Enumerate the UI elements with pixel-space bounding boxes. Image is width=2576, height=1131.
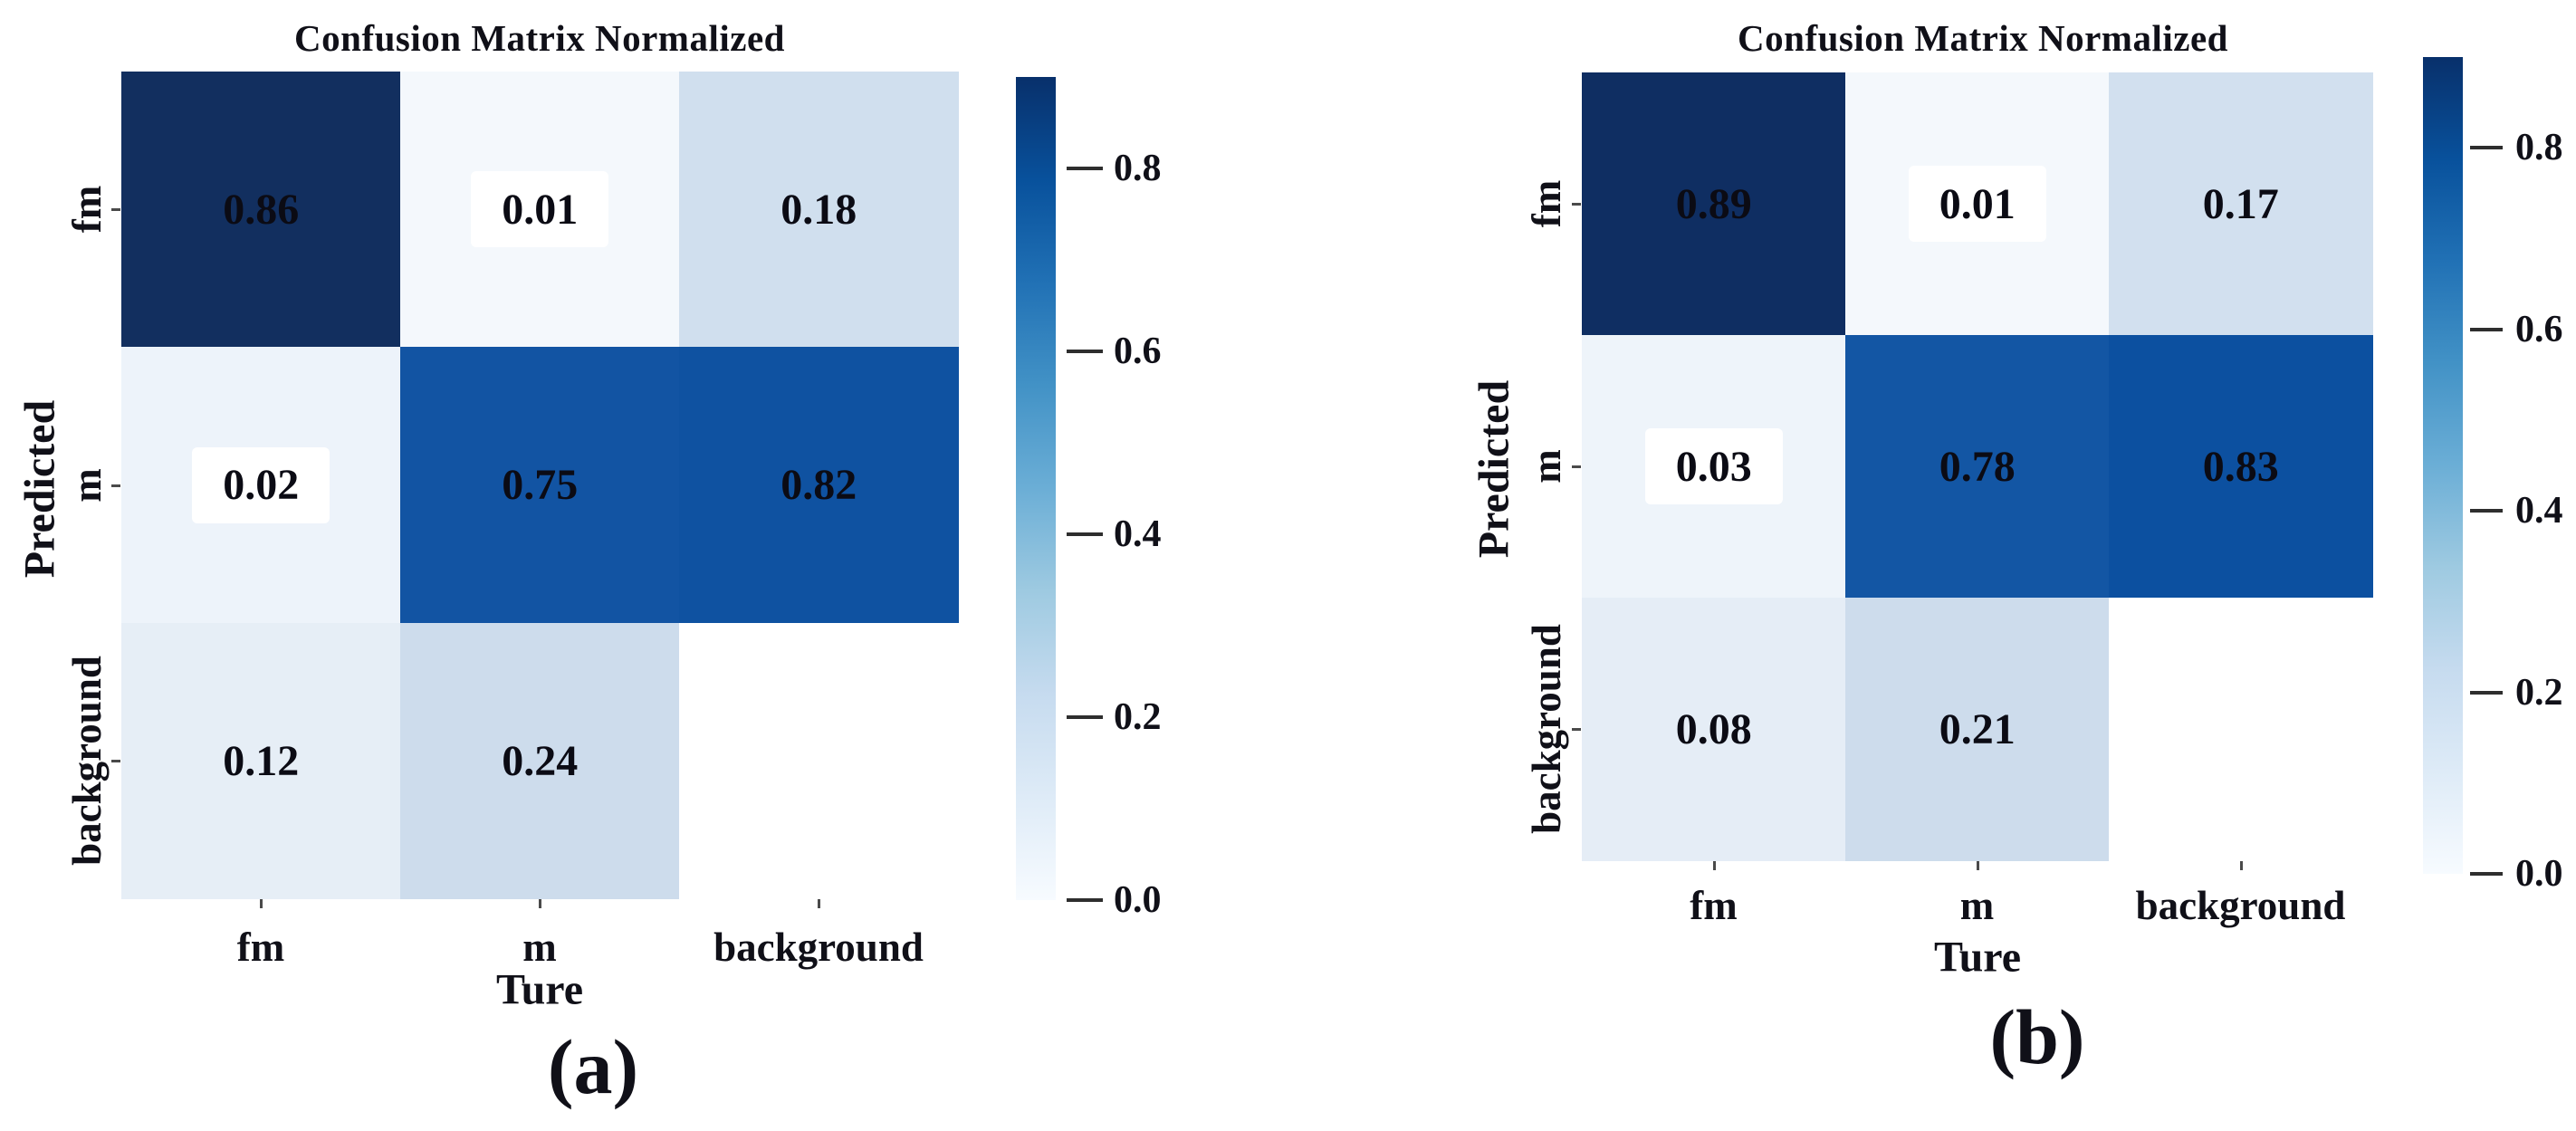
matrix-cell-m-background: 0.82 (678, 347, 959, 624)
y-axis-label: Predicted (1470, 379, 1518, 559)
value-highlight-box (1644, 428, 1783, 505)
matrix-cell-background-m: 0.21 (1844, 597, 2110, 861)
matrix-cell-m-fm: 0.03 (1582, 334, 1846, 599)
y-axis-label: Predicted (15, 399, 64, 579)
colorbar-tick-label: 0.8 (2515, 127, 2563, 169)
cell-value: 0.82 (780, 461, 857, 510)
x-axis-tick (1976, 861, 1979, 870)
x-axis-tick (818, 899, 820, 908)
x-axis-tick (2239, 861, 2243, 870)
matrix-cell-background-fm: 0.08 (1582, 597, 1846, 861)
colorbar-tick (2470, 327, 2503, 331)
y-axis-tick (1572, 203, 1581, 206)
x-axis-label: Ture (1933, 933, 2022, 982)
matrix-cell-background-m: 0.24 (399, 622, 680, 899)
colorbar-tick (1067, 167, 1103, 170)
x-category-label-m: m (522, 925, 557, 970)
y-axis-tick (111, 484, 120, 487)
value-highlight-box (192, 446, 330, 523)
matrix-cell-fm-background: 0.17 (2108, 72, 2373, 336)
colorbar-tick-label: 0.6 (1114, 331, 1162, 372)
cell-value: 0.01 (1939, 179, 2016, 228)
cell-value: 0.86 (223, 185, 300, 234)
x-category-label-background: background (2135, 883, 2346, 928)
colorbar-tick (2470, 690, 2503, 695)
colorbar-tick-label: 0.4 (1114, 513, 1162, 555)
chart-title: Confusion Matrix Normalized (1738, 17, 2228, 59)
colorbar-tick-label: 0.0 (2515, 853, 2563, 895)
x-axis-tick (1712, 861, 1716, 870)
panel-label-b: (b) (1989, 993, 2085, 1080)
cell-value: 0.75 (502, 461, 579, 510)
y-category-label-fm: fm (64, 185, 110, 234)
x-axis-tick (260, 899, 263, 908)
matrix-cell-fm-background: 0.18 (678, 72, 959, 348)
y-category-label-fm: fm (1524, 179, 1569, 228)
y-category-label-background: background (64, 655, 110, 866)
colorbar-tick (2470, 872, 2503, 876)
x-category-label-fm: fm (236, 925, 285, 970)
colorbar-tick (1067, 350, 1103, 353)
matrix-cell-m-fm: 0.02 (121, 347, 401, 624)
matrix-cell-background-fm: 0.12 (121, 622, 401, 899)
cell-value: 0.02 (223, 461, 300, 510)
cell-value: 0.18 (780, 185, 857, 234)
matrix-cell-fm-fm: 0.89 (1582, 72, 1846, 336)
cell-value: 0.12 (223, 736, 300, 785)
y-axis-tick (111, 759, 120, 762)
value-highlight-box (1908, 166, 2046, 243)
colorbar-tick-label: 0.0 (1114, 879, 1162, 921)
matrix-cell-background-background (2108, 597, 2373, 861)
colorbar-tick-label: 0.4 (2515, 490, 2563, 532)
panel-label-a: (a) (547, 1023, 639, 1110)
cell-value: 0.24 (502, 736, 579, 785)
y-category-label-m: m (1524, 449, 1569, 484)
colorbar-tick-label: 0.2 (2515, 671, 2563, 714)
colorbar (2423, 57, 2463, 874)
colorbar-tick (1067, 532, 1103, 536)
colorbar-tick (2470, 509, 2503, 513)
matrix-cell-m-background: 0.83 (2108, 334, 2373, 599)
x-category-label-m: m (1959, 883, 1995, 928)
colorbar-tick (1067, 715, 1103, 719)
colorbar-tick (1067, 898, 1103, 902)
matrix-cell-fm-fm: 0.86 (121, 72, 401, 348)
cell-value: 0.03 (1675, 442, 1752, 491)
cell-value: 0.78 (1939, 442, 2016, 491)
colorbar (1016, 77, 1056, 900)
matrix-cell-background-background (678, 622, 959, 899)
cell-value: 0.89 (1675, 179, 1752, 228)
confusion-matrix-grid: 0.86 0.01 0.18 0.02 0.75 0.82 0.12 0.24 (121, 72, 959, 899)
colorbar-tick-label: 0.8 (1114, 148, 1162, 189)
cell-value: 0.08 (1675, 704, 1752, 753)
y-category-label-m: m (64, 467, 110, 503)
y-category-label-background: background (1524, 624, 1569, 834)
cell-value: 0.01 (502, 185, 579, 234)
value-highlight-box (471, 171, 609, 248)
cell-value: 0.17 (2202, 179, 2279, 228)
cell-value: 0.83 (2202, 442, 2279, 491)
matrix-cell-m-m: 0.75 (399, 347, 680, 624)
matrix-cell-m-m: 0.78 (1844, 334, 2110, 599)
y-axis-tick (111, 208, 120, 212)
x-category-label-background: background (713, 925, 924, 970)
x-category-label-fm: fm (1690, 883, 1738, 928)
x-axis-tick (539, 899, 541, 908)
cell-value: 0.21 (1939, 704, 2016, 753)
matrix-cell-fm-m: 0.01 (399, 72, 680, 348)
x-axis-label: Ture (495, 965, 584, 1014)
colorbar-tick (2470, 146, 2503, 150)
y-axis-tick (1572, 728, 1581, 731)
colorbar-tick-label: 0.6 (2515, 308, 2563, 350)
chart-title: Confusion Matrix Normalized (294, 17, 785, 59)
colorbar-tick-label: 0.2 (1114, 696, 1162, 738)
y-axis-tick (1572, 465, 1581, 468)
confusion-matrix-grid: 0.89 0.01 0.17 0.03 0.78 0.83 0.08 0.21 (1582, 72, 2373, 861)
matrix-cell-fm-m: 0.01 (1844, 72, 2110, 336)
